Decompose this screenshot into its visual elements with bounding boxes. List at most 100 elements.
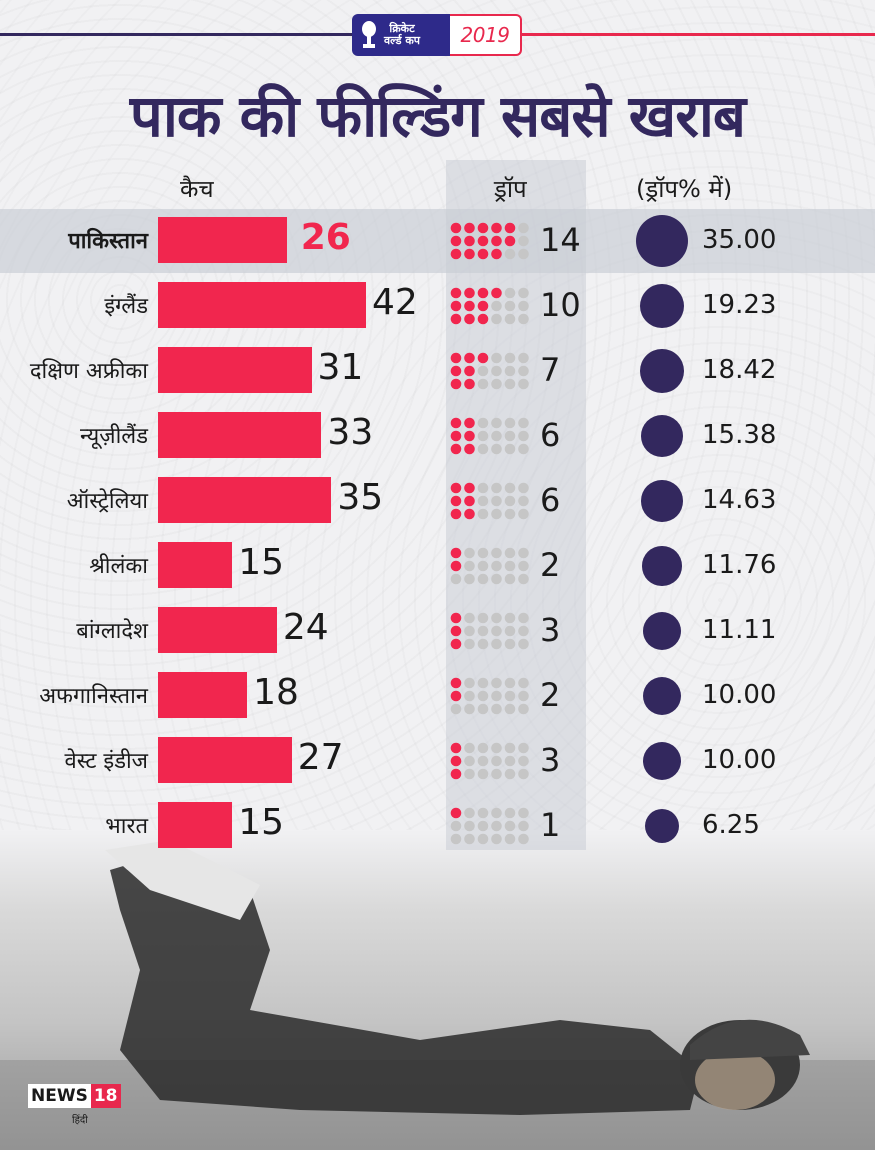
drop-value: 6 [540, 481, 561, 519]
drop-dot-empty [477, 768, 489, 780]
drop-pct-value: 11.11 [702, 615, 777, 645]
catch-bar [158, 477, 332, 523]
drop-dot-empty [477, 482, 489, 494]
chart-row: बांग्लादेश 24 3 11.11 [0, 599, 875, 663]
drop-dot-empty [504, 703, 516, 715]
drop-dot-filled [477, 300, 489, 312]
country-label: श्रीलंका [89, 554, 148, 579]
drop-dot-empty [491, 820, 502, 832]
drop-dot-empty [477, 365, 489, 377]
drop-dot-empty [477, 638, 489, 650]
drop-dot-empty [450, 573, 462, 585]
drop-pct-value: 10.00 [702, 745, 777, 775]
drop-dot-empty [491, 703, 502, 715]
drop-dot-empty [477, 690, 489, 702]
country-label: दक्षिण अफ्रीका [29, 359, 148, 384]
drop-dot-empty [518, 378, 529, 390]
drop-dots [450, 222, 529, 260]
catch-value: 33 [327, 412, 374, 453]
drop-dot-filled [464, 352, 475, 364]
drop-dot-empty [477, 547, 489, 559]
drop-pct-circle [641, 480, 683, 522]
drop-dot-empty [491, 612, 502, 624]
drop-value: 2 [540, 676, 561, 714]
drops-column-header: ड्रॉप [494, 175, 527, 203]
drop-dot-filled [450, 443, 462, 455]
news18-logo: NEWS 18 [28, 1082, 121, 1110]
catch-value: 15 [238, 542, 285, 583]
catch-value: 42 [372, 282, 418, 323]
drop-dot-empty [491, 560, 502, 572]
drop-dot-empty [504, 768, 516, 780]
drop-dot-empty [518, 482, 529, 494]
drop-dot-filled [464, 417, 475, 429]
catch-bar [158, 607, 277, 653]
drop-dot-empty [518, 222, 529, 234]
chart-row: ऑस्ट्रेलिया 35 6 14.63 [0, 469, 875, 533]
drop-dot-empty [518, 573, 529, 585]
logo-18-text: 18 [90, 1084, 121, 1108]
drop-dot-empty [504, 612, 516, 624]
drop-dot-filled [450, 313, 462, 325]
drop-dot-empty [504, 742, 516, 754]
drop-dot-empty [491, 378, 502, 390]
logo-subtitle: हिंदी [72, 1115, 88, 1126]
drop-dot-empty [504, 560, 516, 572]
drop-dot-empty [491, 755, 502, 767]
drop-dot-filled [464, 300, 475, 312]
catch-bar [158, 347, 312, 393]
drop-dot-empty [464, 677, 475, 689]
catch-value: 27 [297, 737, 344, 778]
drop-dot-empty [450, 820, 462, 832]
drop-dot-filled [504, 222, 516, 234]
catch-bar [158, 542, 233, 588]
drop-dot-empty [504, 352, 516, 364]
drop-dot-filled [477, 352, 489, 364]
drop-dot-empty [504, 508, 516, 520]
drop-dots [450, 742, 529, 780]
catch-value: 35 [337, 477, 384, 518]
drop-dot-empty [450, 833, 462, 845]
drop-pct-value: 15.38 [702, 420, 777, 450]
drop-dot-empty [518, 820, 529, 832]
drop-dots [450, 677, 529, 715]
drop-dot-empty [464, 807, 475, 819]
chart-row: वेस्ट इंडीज 27 3 10.00 [0, 729, 875, 793]
drop-dot-empty [518, 833, 529, 845]
drop-dot-empty [518, 755, 529, 767]
drop-pct-column-header: (ड्रॉप% में) [636, 175, 733, 203]
drop-dot-empty [464, 573, 475, 585]
drop-value: 10 [540, 286, 581, 324]
drop-dot-empty [504, 313, 516, 325]
drop-dot-filled [450, 287, 462, 299]
drop-dot-empty [504, 833, 516, 845]
drop-dot-empty [491, 547, 502, 559]
chart-row: श्रीलंका 15 2 11.76 [0, 534, 875, 598]
drop-dot-filled [477, 313, 489, 325]
drop-dot-filled [450, 235, 462, 247]
drop-pct-value: 14.63 [702, 485, 777, 515]
drop-dot-empty [491, 508, 502, 520]
drop-dot-filled [464, 378, 475, 390]
catch-bar [158, 802, 233, 848]
drop-dot-empty [491, 742, 502, 754]
chart-row: पाकिस्तान 26 14 35.00 [0, 209, 875, 273]
drop-dot-empty [491, 482, 502, 494]
country-label: ऑस्ट्रेलिया [66, 489, 148, 514]
country-label: वेस्ट इंडीज [64, 749, 148, 774]
drop-dot-empty [477, 820, 489, 832]
drop-dot-filled [450, 417, 462, 429]
drop-dots [450, 417, 529, 455]
drop-dot-empty [518, 703, 529, 715]
drop-dot-empty [491, 313, 502, 325]
drop-dot-empty [491, 495, 502, 507]
drop-value: 7 [540, 351, 561, 389]
drop-dot-empty [504, 495, 516, 507]
drop-dot-empty [518, 430, 529, 442]
drop-dot-filled [450, 807, 462, 819]
drop-dot-empty [518, 560, 529, 572]
drop-dot-empty [491, 807, 502, 819]
header-rule-right [522, 33, 875, 36]
drop-dot-empty [477, 560, 489, 572]
drop-pct-value: 10.00 [702, 680, 777, 710]
